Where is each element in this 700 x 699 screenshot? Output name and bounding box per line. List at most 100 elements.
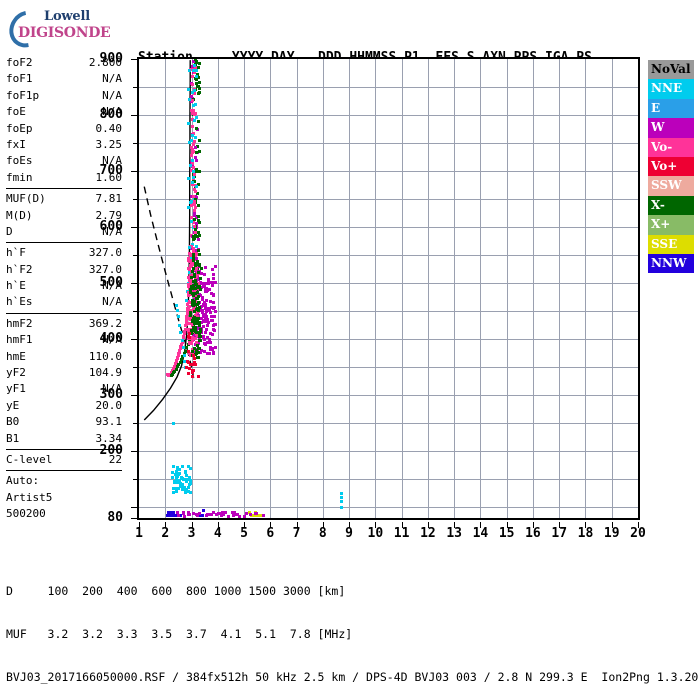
echo-point-cloud [195, 257, 199, 261]
echo-point-cloud [211, 300, 215, 304]
echo-point-cloud [189, 138, 193, 142]
echo-point-vo- [188, 272, 192, 276]
x-axis-label: 10 [367, 526, 384, 541]
x-axis-label: 2 [161, 526, 170, 541]
echo-point-cloud [187, 475, 191, 479]
echo-point-cloud [183, 490, 187, 494]
echo-point-cloud [190, 363, 194, 367]
echo-point-cloud [197, 331, 201, 335]
param-row-hme: hmE 110.0 [6, 349, 122, 365]
echo-point-cloud [192, 360, 196, 364]
auto-scaler-line: 500200 [6, 507, 46, 521]
echo-point-vo- [186, 293, 190, 297]
legend-item-x-[interactable]: X- [648, 195, 694, 216]
echo-point-cloud [248, 513, 252, 517]
gridline-vertical [559, 59, 561, 518]
legend-item-w[interactable]: W [648, 118, 694, 138]
echo-point-cloud [194, 155, 198, 159]
echo-point-nne [178, 482, 182, 486]
echo-point-cloud [190, 262, 194, 266]
echo-point-cloud [196, 308, 200, 312]
x-axis-label: 18 [577, 526, 594, 541]
echo-point-cloud [194, 288, 198, 292]
param-key: yF1 [6, 382, 26, 396]
echo-point-cloud [195, 75, 199, 79]
param-value: N/A [102, 382, 122, 396]
param-divider [6, 312, 122, 314]
echo-point-cloud [193, 76, 197, 80]
legend-item-nne[interactable]: NNE [648, 79, 694, 99]
echo-point-cloud [193, 296, 197, 300]
echo-point-cloud [190, 244, 194, 248]
legend-item-nnw[interactable]: NNW [648, 253, 694, 274]
legend-item-sse[interactable]: SSE [648, 234, 694, 254]
echo-point-vo- [171, 368, 175, 372]
y-axis-label: 200 [99, 442, 123, 458]
echo-point-cloud [189, 291, 193, 295]
legend-item-vo-[interactable]: Vo- [648, 137, 694, 157]
echo-point-cloud [204, 298, 208, 302]
echo-point-w [206, 318, 210, 322]
legend-item-ssw[interactable]: SSW [648, 176, 694, 196]
echo-point-cloud [192, 289, 195, 293]
echo-point-cloud [190, 147, 194, 151]
echo-point-vo- [183, 327, 187, 331]
echo-point-cloud [202, 303, 206, 307]
echo-point-cloud [222, 512, 226, 516]
x-axis-label: 1 [135, 526, 143, 541]
echo-point-cloud [191, 293, 195, 297]
echo-point-cloud [233, 513, 237, 517]
gridline-vertical [165, 59, 167, 518]
param-row-foe: foE N/A [6, 104, 122, 120]
echo-point-cloud [207, 278, 211, 282]
y-axis-minor-tick [133, 142, 137, 144]
param-row-yf2: yF2 104.9 [6, 365, 122, 381]
echo-point-cloud [198, 294, 202, 298]
echo-point-vo- [186, 306, 190, 310]
x-axis-tick [427, 522, 429, 528]
logo-lowell-text: Lowell [44, 9, 90, 24]
echo-point-cloud [192, 279, 196, 283]
echo-point-cloud [199, 350, 203, 354]
echo-point-cloud [190, 308, 194, 312]
echo-point-cloud [195, 322, 199, 326]
echo-point-cloud [185, 477, 189, 481]
echo-point-cloud [186, 290, 190, 294]
echo-point-x- [187, 339, 191, 343]
footer-filename-row: BVJ03_2017166050000.RSF / 384fx512h 50 k… [6, 670, 699, 684]
gridline-horizontal [139, 338, 638, 340]
echo-point-cloud [180, 475, 184, 479]
echo-point-cloud [193, 68, 197, 72]
echo-point-cloud [193, 263, 197, 267]
echo-point-cloud [191, 169, 195, 173]
legend-item-e[interactable]: E [648, 98, 694, 119]
echo-point-cloud [191, 270, 195, 274]
param-key: fmin [6, 170, 33, 184]
echo-point-cloud [189, 314, 193, 318]
echo-point-cloud [198, 327, 202, 331]
echo-point-vo- [179, 345, 183, 349]
gridline-horizontal [139, 478, 638, 480]
echo-point-cloud [187, 322, 191, 326]
echo-point-cloud [197, 218, 200, 222]
echo-point-cloud [197, 284, 201, 288]
ionogram-plot[interactable] [137, 57, 640, 520]
echo-point-w [204, 309, 208, 313]
param-value: 0.40 [95, 121, 123, 135]
param-divider [6, 448, 122, 450]
legend-item-x+[interactable]: X+ [648, 215, 694, 235]
param-row-b1: B1 3.34 [6, 431, 122, 447]
param-row-clevel: C-level 22 [6, 452, 122, 468]
y-axis-minor-tick [133, 170, 137, 172]
x-axis-tick [270, 522, 272, 528]
x-axis-tick [585, 522, 587, 528]
legend-item-noval[interactable]: NoVal [648, 60, 694, 80]
echo-point-cloud [190, 299, 194, 303]
echo-point-cloud [189, 284, 193, 288]
echo-point-cloud [197, 350, 201, 354]
echo-point-vo- [174, 360, 178, 364]
legend-item-vo+[interactable]: Vo+ [648, 156, 694, 177]
ionogram-plot-area[interactable] [137, 57, 640, 520]
echo-point-cloud [196, 277, 200, 281]
param-value: 1.60 [95, 170, 123, 184]
